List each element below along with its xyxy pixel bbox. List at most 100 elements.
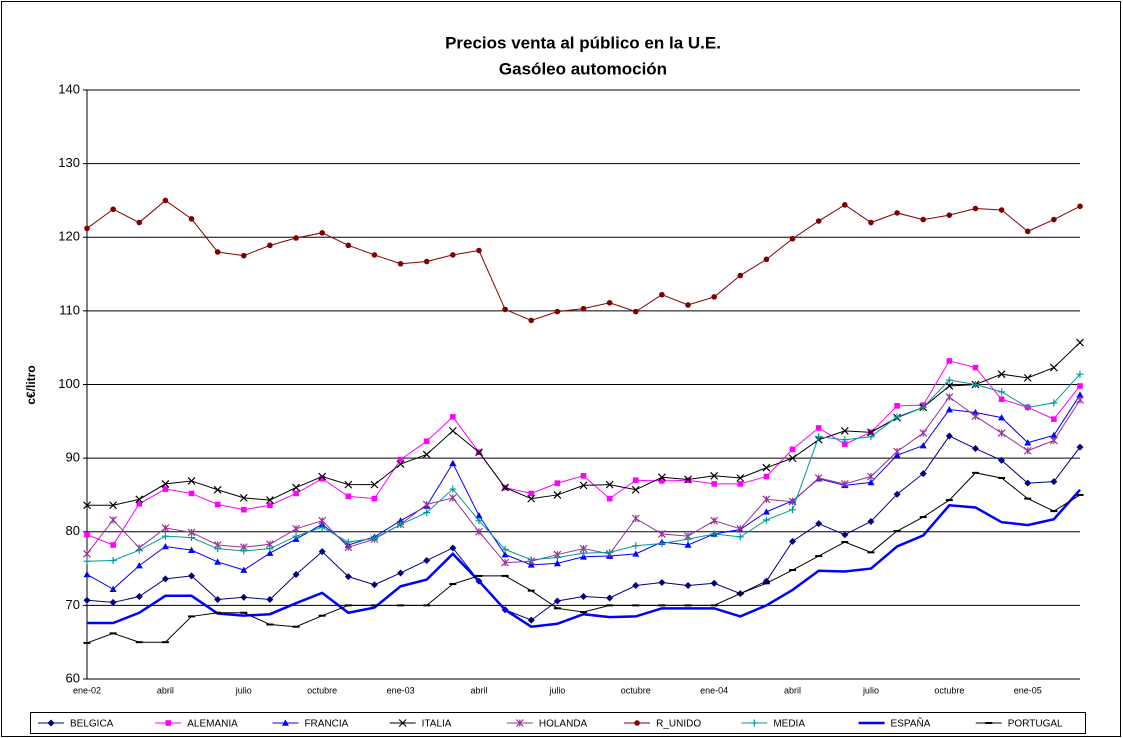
marker bbox=[893, 490, 901, 498]
marker bbox=[632, 477, 639, 484]
marker bbox=[161, 479, 170, 488]
marker bbox=[711, 481, 717, 487]
marker bbox=[580, 593, 587, 601]
marker bbox=[684, 475, 692, 484]
marker bbox=[528, 317, 535, 324]
marker bbox=[240, 593, 248, 601]
marker bbox=[946, 358, 953, 364]
marker bbox=[1050, 431, 1058, 439]
marker bbox=[319, 230, 325, 236]
marker bbox=[554, 480, 561, 486]
marker bbox=[448, 426, 457, 435]
marker bbox=[136, 500, 143, 507]
legend-label: ITALIA bbox=[422, 719, 452, 730]
marker bbox=[214, 249, 221, 255]
marker bbox=[737, 272, 744, 279]
marker bbox=[919, 470, 927, 478]
marker bbox=[266, 595, 274, 603]
marker bbox=[841, 436, 849, 444]
series-line bbox=[87, 488, 1081, 629]
marker bbox=[266, 545, 274, 553]
marker bbox=[397, 569, 405, 577]
marker bbox=[109, 516, 118, 524]
marker bbox=[450, 252, 456, 258]
marker bbox=[553, 491, 562, 499]
marker bbox=[1076, 443, 1084, 451]
marker bbox=[659, 291, 665, 298]
x-tick-label: octubre bbox=[934, 685, 964, 695]
marker bbox=[475, 512, 483, 519]
x-tick-label: ene-05 bbox=[1014, 685, 1042, 695]
marker bbox=[867, 472, 875, 481]
marker bbox=[1049, 363, 1058, 372]
marker bbox=[998, 207, 1005, 213]
marker bbox=[814, 474, 823, 482]
marker bbox=[110, 542, 116, 548]
marker bbox=[501, 551, 509, 558]
x-tick-label: julio bbox=[548, 685, 565, 695]
x-tick-label: abril bbox=[157, 685, 174, 695]
marker bbox=[423, 258, 430, 265]
marker bbox=[658, 579, 666, 587]
marker bbox=[83, 549, 91, 558]
marker bbox=[867, 478, 875, 486]
marker bbox=[397, 456, 404, 463]
marker bbox=[840, 426, 849, 435]
marker bbox=[711, 294, 717, 300]
marker bbox=[240, 566, 248, 573]
marker bbox=[188, 216, 195, 222]
marker bbox=[789, 446, 796, 453]
marker bbox=[815, 433, 823, 441]
marker bbox=[214, 558, 222, 565]
legend-label: FRANCIA bbox=[304, 719, 348, 730]
marker bbox=[281, 719, 289, 726]
marker bbox=[553, 597, 561, 605]
marker bbox=[83, 557, 91, 565]
marker bbox=[450, 414, 456, 420]
marker bbox=[398, 719, 407, 727]
marker bbox=[762, 516, 770, 524]
marker bbox=[423, 509, 431, 517]
marker bbox=[736, 533, 744, 541]
marker bbox=[345, 493, 352, 500]
marker bbox=[762, 463, 771, 472]
marker bbox=[840, 479, 849, 488]
marker bbox=[919, 442, 927, 449]
marker bbox=[240, 547, 248, 555]
marker bbox=[161, 542, 169, 550]
marker bbox=[658, 540, 666, 548]
marker bbox=[397, 520, 405, 528]
marker bbox=[1051, 416, 1057, 422]
marker bbox=[501, 545, 509, 553]
marker bbox=[267, 242, 273, 249]
marker bbox=[842, 441, 848, 447]
marker bbox=[893, 447, 902, 456]
marker bbox=[789, 506, 797, 514]
marker bbox=[318, 548, 326, 556]
marker bbox=[788, 454, 797, 463]
marker bbox=[632, 550, 640, 557]
marker bbox=[710, 471, 719, 480]
marker bbox=[762, 508, 770, 515]
marker bbox=[110, 206, 116, 213]
marker bbox=[894, 403, 900, 409]
marker bbox=[1077, 383, 1083, 389]
marker bbox=[763, 256, 770, 263]
legend bbox=[30, 712, 1086, 734]
marker bbox=[1023, 373, 1032, 382]
marker bbox=[1024, 403, 1032, 411]
marker bbox=[553, 554, 561, 562]
marker bbox=[736, 524, 745, 533]
marker bbox=[344, 538, 352, 546]
y-axis-label: c€/litro bbox=[24, 365, 38, 404]
marker bbox=[371, 495, 378, 502]
y-tick-label: 70 bbox=[66, 597, 80, 612]
marker bbox=[527, 616, 535, 624]
marker bbox=[83, 501, 91, 510]
marker bbox=[422, 450, 431, 459]
marker bbox=[527, 494, 536, 503]
marker bbox=[162, 197, 169, 204]
marker bbox=[1077, 203, 1083, 210]
marker bbox=[657, 530, 666, 538]
